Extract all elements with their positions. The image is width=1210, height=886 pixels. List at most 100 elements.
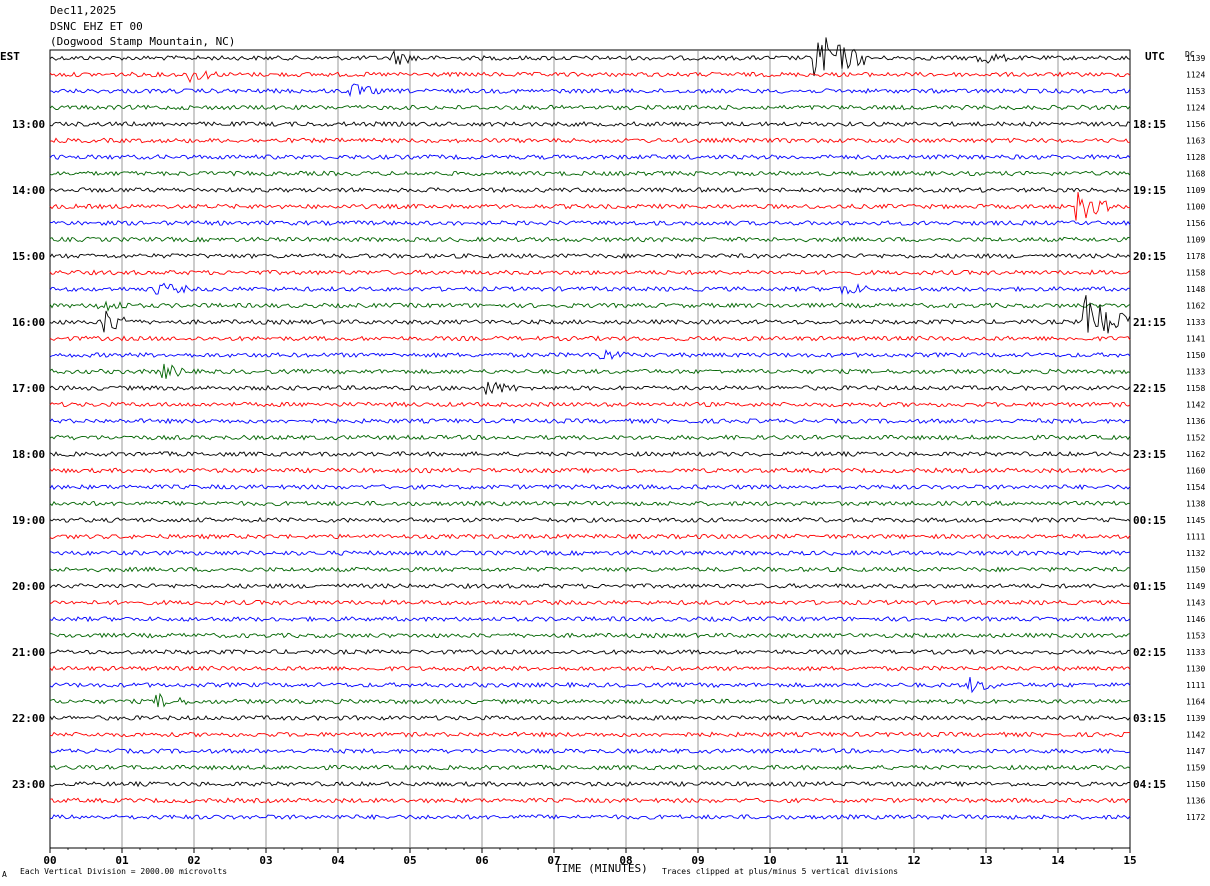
- x-tick-label: 04: [331, 854, 345, 867]
- dc-offset-label: 1136: [1186, 417, 1205, 426]
- seismic-trace: [49, 599, 1131, 606]
- right-hour-label: 22:15: [1133, 382, 1166, 395]
- dc-offset-label: 1133: [1186, 368, 1205, 377]
- x-axis-label: TIME (MINUTES): [555, 862, 648, 875]
- seismic-trace: [49, 269, 1131, 276]
- left-hour-label: 22:00: [12, 712, 45, 725]
- seismic-trace: [49, 764, 1131, 771]
- dc-offset-label: 1142: [1186, 401, 1205, 410]
- seismic-trace: [49, 615, 1131, 623]
- seismic-trace: [49, 349, 1131, 361]
- dc-offset-label: 1150: [1186, 351, 1205, 360]
- dc-offset-label: 1162: [1186, 450, 1205, 459]
- dc-offset-label: 1164: [1186, 698, 1205, 707]
- right-hour-label: 19:15: [1133, 184, 1166, 197]
- dc-offset-label: 1145: [1186, 516, 1205, 525]
- dc-offset-label: 1139: [1186, 54, 1205, 63]
- right-hour-label: 03:15: [1133, 712, 1166, 725]
- left-hour-label: 14:00: [12, 184, 45, 197]
- dc-offset-label: 1148: [1186, 285, 1205, 294]
- x-tick-label: 03: [259, 854, 272, 867]
- seismic-trace: [49, 566, 1131, 573]
- seismic-trace: [49, 533, 1131, 540]
- dc-offset-label: 1128: [1186, 153, 1205, 162]
- chart-location: (Dogwood Stamp Mountain, NC): [50, 35, 236, 48]
- x-tick-label: 12: [907, 854, 920, 867]
- x-tick-label: 00: [43, 854, 56, 867]
- dc-offset-label: 1159: [1186, 764, 1205, 773]
- left-hour-label: 20:00: [12, 580, 45, 593]
- dc-offset-label: 1153: [1186, 632, 1205, 641]
- seismic-trace: [49, 137, 1131, 144]
- x-tick-label: 14: [1051, 854, 1065, 867]
- dc-offset-label: 1149: [1186, 582, 1205, 591]
- right-hour-label: 02:15: [1133, 646, 1166, 659]
- right-hour-label: 01:15: [1133, 580, 1166, 593]
- seismic-trace: [49, 434, 1131, 441]
- dc-offset-label: 1150: [1186, 780, 1205, 789]
- seismic-trace: [49, 170, 1131, 177]
- right-hour-label: 21:15: [1133, 316, 1166, 329]
- x-tick-label: 02: [187, 854, 200, 867]
- dc-offset-label: 1156: [1186, 120, 1205, 129]
- dc-offset-label: 1158: [1186, 384, 1205, 393]
- dc-offset-label: 1143: [1186, 599, 1205, 608]
- seismic-trace: [49, 780, 1131, 788]
- seismic-trace: [49, 236, 1131, 243]
- left-timezone-label: EST: [0, 50, 20, 63]
- seismic-trace: [49, 797, 1131, 804]
- corner-mark: A: [2, 870, 7, 879]
- dc-offset-label: 1154: [1186, 483, 1205, 492]
- seismic-trace: [49, 648, 1131, 655]
- seismic-trace: [49, 814, 1131, 821]
- dc-offset-label: 1109: [1186, 186, 1205, 195]
- seismic-trace: [49, 632, 1131, 639]
- x-tick-label: 07: [547, 854, 560, 867]
- left-hour-label: 13:00: [12, 118, 45, 131]
- seismic-trace: [49, 450, 1131, 458]
- dc-offset-label: 1124: [1186, 71, 1205, 80]
- scale-note: Each Vertical Division = 2000.00 microvo…: [20, 867, 228, 876]
- seismic-trace: [49, 282, 1131, 296]
- right-hour-label: 04:15: [1133, 778, 1166, 791]
- seismic-trace: [49, 401, 1131, 408]
- left-hour-label: 19:00: [12, 514, 45, 527]
- clip-note: Traces clipped at plus/minus 5 vertical …: [662, 867, 899, 876]
- x-tick-label: 13: [979, 854, 992, 867]
- x-tick-label: 10: [763, 854, 776, 867]
- seismic-trace: [49, 582, 1131, 590]
- left-hour-label: 23:00: [12, 778, 45, 791]
- dc-offset-label: 1142: [1186, 731, 1205, 740]
- x-tick-label: 11: [835, 854, 849, 867]
- right-hour-label: 18:15: [1133, 118, 1166, 131]
- dc-offset-label: 1160: [1186, 467, 1205, 476]
- dc-offset-label: 1130: [1186, 665, 1205, 674]
- left-hour-label: 18:00: [12, 448, 45, 461]
- x-tick-label: 05: [403, 854, 416, 867]
- seismic-trace: [49, 120, 1131, 128]
- dc-offset-label: 1153: [1186, 87, 1205, 96]
- seismic-trace: [49, 484, 1131, 491]
- seismic-trace: [49, 186, 1131, 194]
- dc-offset-label: 1124: [1186, 104, 1205, 113]
- left-hour-label: 17:00: [12, 382, 45, 395]
- seismic-trace: [49, 83, 1131, 98]
- seismic-trace: [49, 677, 1131, 694]
- seismic-trace: [49, 417, 1131, 425]
- dc-offset-label: 1146: [1186, 615, 1205, 624]
- right-hour-label: 20:15: [1133, 250, 1166, 263]
- seismic-trace: [49, 70, 1131, 84]
- dc-offset-label: 1163: [1186, 137, 1205, 146]
- seismic-trace: [49, 467, 1131, 474]
- seismic-trace: [49, 714, 1131, 722]
- seismic-trace: [49, 192, 1131, 221]
- dc-offset-label: 1156: [1186, 219, 1205, 228]
- right-hour-label: 00:15: [1133, 514, 1166, 527]
- x-tick-label: 06: [475, 854, 489, 867]
- dc-label: DC: [1185, 50, 1195, 59]
- dc-offset-label: 1168: [1186, 170, 1205, 179]
- seismic-trace: [49, 252, 1131, 260]
- seismic-trace: [49, 300, 1131, 312]
- dc-offset-label: 1133: [1186, 648, 1205, 657]
